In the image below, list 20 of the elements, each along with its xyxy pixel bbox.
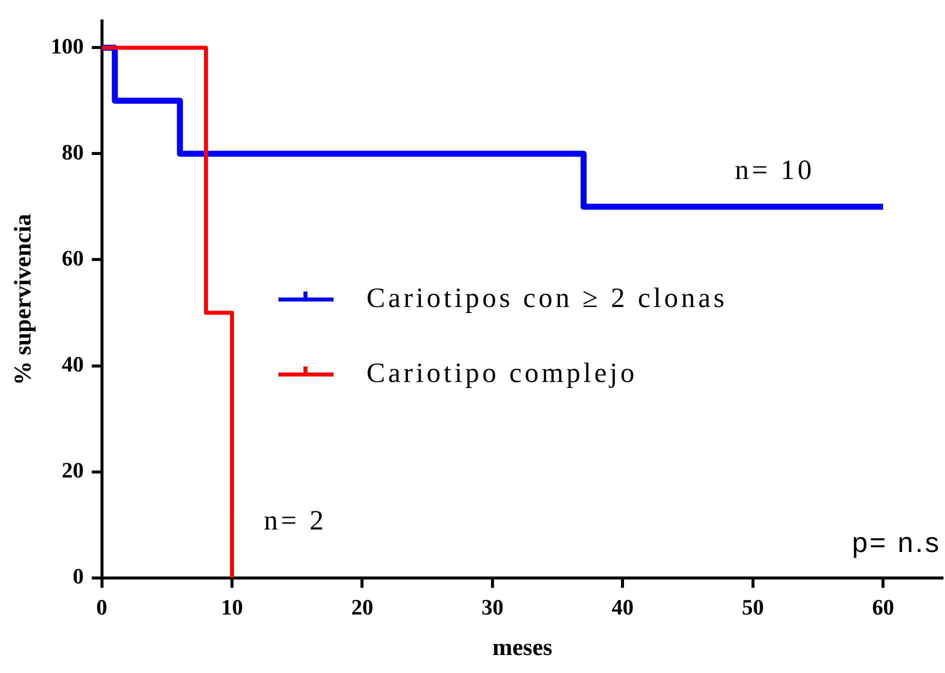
legend-label: Cariotipo complejo [366,358,638,389]
x-axis-title: meses [492,634,552,661]
x-tick-label: 0 [96,594,108,620]
y-tick-label: 100 [50,33,84,58]
annotation: n= 2 [264,506,327,536]
y-tick-label: 20 [62,457,84,482]
y-tick-label: 60 [62,245,84,270]
x-tick-label: 50 [742,594,764,620]
annotation: p= n.s [852,527,941,558]
y-tick-label: 80 [62,139,84,164]
y-axis-title: % supervivencia [10,214,37,386]
x-tick-label: 20 [351,594,374,620]
legend-label: Cariotipos con ≥ 2 clonas [366,282,728,314]
x-tick-label: 30 [481,594,504,620]
y-tick-label: 40 [62,351,84,376]
x-tick-label: 40 [612,594,634,620]
x-tick-label: 10 [221,594,244,620]
annotation: n= 10 [734,154,815,186]
y-tick-label: 0 [72,563,84,588]
x-tick-label: 60 [872,594,894,620]
